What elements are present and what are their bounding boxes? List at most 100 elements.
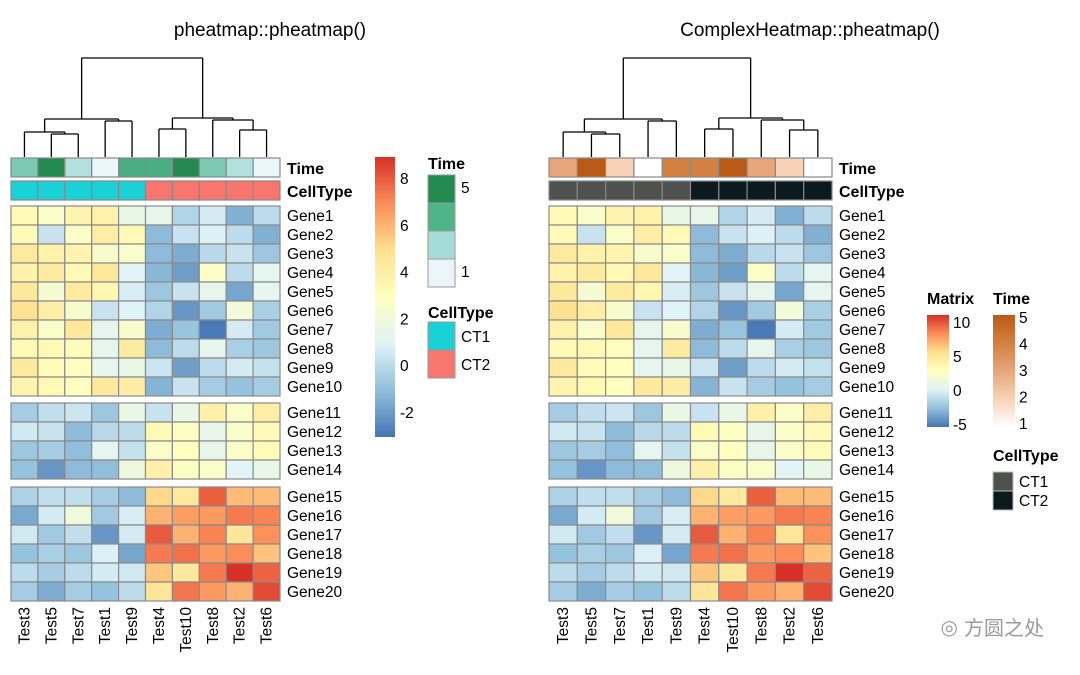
heatmap-cell [91, 486, 120, 507]
heatmap-cell [171, 421, 200, 442]
time-annotation-cell [171, 157, 200, 178]
heatmap-cell [64, 562, 93, 583]
heatmap-cell [252, 524, 281, 545]
row-label: Gene19 [287, 565, 342, 582]
color-scale-tick: 8 [400, 171, 409, 188]
heatmap-cell [774, 402, 805, 423]
heatmap-cell [746, 440, 776, 461]
heatmap-cell [225, 505, 254, 526]
heatmap-cell [689, 338, 720, 359]
heatmap-cell [91, 357, 120, 378]
time-annotation-cell [252, 157, 281, 178]
heatmap-cell [225, 486, 254, 507]
heatmap-cell [144, 243, 173, 264]
heatmap-cell [225, 224, 254, 245]
heatmap-cell [576, 543, 607, 564]
heatmap-cell [576, 205, 607, 226]
celltype-legend-swatch [427, 321, 456, 351]
heatmap-cell [10, 402, 39, 423]
heatmap-cell [225, 338, 254, 359]
heatmap-cell [171, 243, 200, 264]
row-label: Gene16 [839, 508, 894, 525]
heatmap-cell [689, 562, 720, 583]
heatmap-cell [718, 205, 748, 226]
heatmap-cell [604, 205, 635, 226]
color-scale-tick: -2 [400, 405, 414, 422]
heatmap-cell [91, 243, 120, 264]
heatmap-cell [171, 505, 200, 526]
heatmap-cell [117, 505, 147, 526]
heatmap-cell [633, 376, 663, 397]
celltype-annotation-cell [746, 180, 776, 201]
matrix-legend-tick: 10 [953, 315, 971, 332]
matrix-legend-bar [927, 315, 949, 427]
heatmap-cell [774, 262, 805, 283]
heatmap-cell [746, 262, 776, 283]
heatmap-cell [576, 224, 607, 245]
heatmap-cell [91, 281, 120, 302]
time-annotation-cell [718, 157, 748, 178]
time-legend-swatch [427, 174, 456, 204]
heatmap-cell [198, 376, 227, 397]
heatmap-cell [10, 376, 39, 397]
row-label: Gene2 [287, 227, 334, 244]
heatmap-cell [91, 543, 120, 564]
time-annotation-cell [661, 157, 692, 178]
heatmap-cell [774, 459, 805, 480]
heatmap-cell [64, 300, 93, 321]
heatmap-cell [144, 402, 173, 423]
matrix-legend-title: Matrix [927, 291, 974, 308]
heatmap-cell [718, 338, 748, 359]
time-annotation-cell [64, 157, 93, 178]
heatmap-cell [64, 243, 93, 264]
heatmap-cell [91, 224, 120, 245]
heatmap-cell [37, 376, 66, 397]
heatmap-cell [198, 486, 227, 507]
heatmap-cell [252, 486, 281, 507]
row-label: Gene3 [287, 246, 334, 263]
celltype-annotation-cell [774, 180, 805, 201]
heatmap-cell [633, 459, 663, 480]
row-label: Gene5 [287, 284, 334, 301]
time-annotation-cell [576, 157, 607, 178]
time-annotation-cell [604, 157, 635, 178]
time-legend-swatch [427, 230, 456, 260]
row-label: Gene11 [839, 405, 893, 422]
time-annotation-cell [746, 157, 776, 178]
heatmap-cell [37, 486, 66, 507]
heatmap-cell [604, 376, 635, 397]
color-scale-tick: 4 [400, 265, 409, 282]
heatmap-cell [803, 543, 833, 564]
heatmap-cell [198, 224, 227, 245]
heatmap-cell [144, 281, 173, 302]
heatmap-cell [604, 300, 635, 321]
heatmap-cell [548, 505, 578, 526]
heatmap-cell [803, 376, 833, 397]
matrix-legend-tick: 0 [953, 383, 962, 400]
heatmap-cell [774, 281, 805, 302]
time-legend-tick: 1 [1019, 416, 1028, 433]
heatmap-cell [64, 440, 93, 461]
celltype-annotation-cell [117, 180, 147, 201]
heatmap-cell [64, 421, 93, 442]
heatmap-cell [198, 581, 227, 602]
color-scale-tick: 6 [400, 218, 409, 235]
heatmap-cell [718, 581, 748, 602]
celltype-annotation-cell [576, 180, 607, 201]
heatmap-cell [746, 357, 776, 378]
heatmap-cell [604, 357, 635, 378]
celltype-annotation-cell [198, 180, 227, 201]
heatmap-cell [746, 524, 776, 545]
heatmap-cell [91, 262, 120, 283]
heatmap-cell [774, 338, 805, 359]
heatmap-cell [144, 319, 173, 340]
heatmap-cell [548, 486, 578, 507]
heatmap-cell [548, 524, 578, 545]
heatmap-cell [548, 562, 578, 583]
heatmap-cell [171, 581, 200, 602]
time-annotation-cell [91, 157, 120, 178]
celltype-annotation-cell [144, 180, 173, 201]
heatmap-cell [225, 205, 254, 226]
heatmap-cell [144, 505, 173, 526]
celltype-annotation-cell [718, 180, 748, 201]
